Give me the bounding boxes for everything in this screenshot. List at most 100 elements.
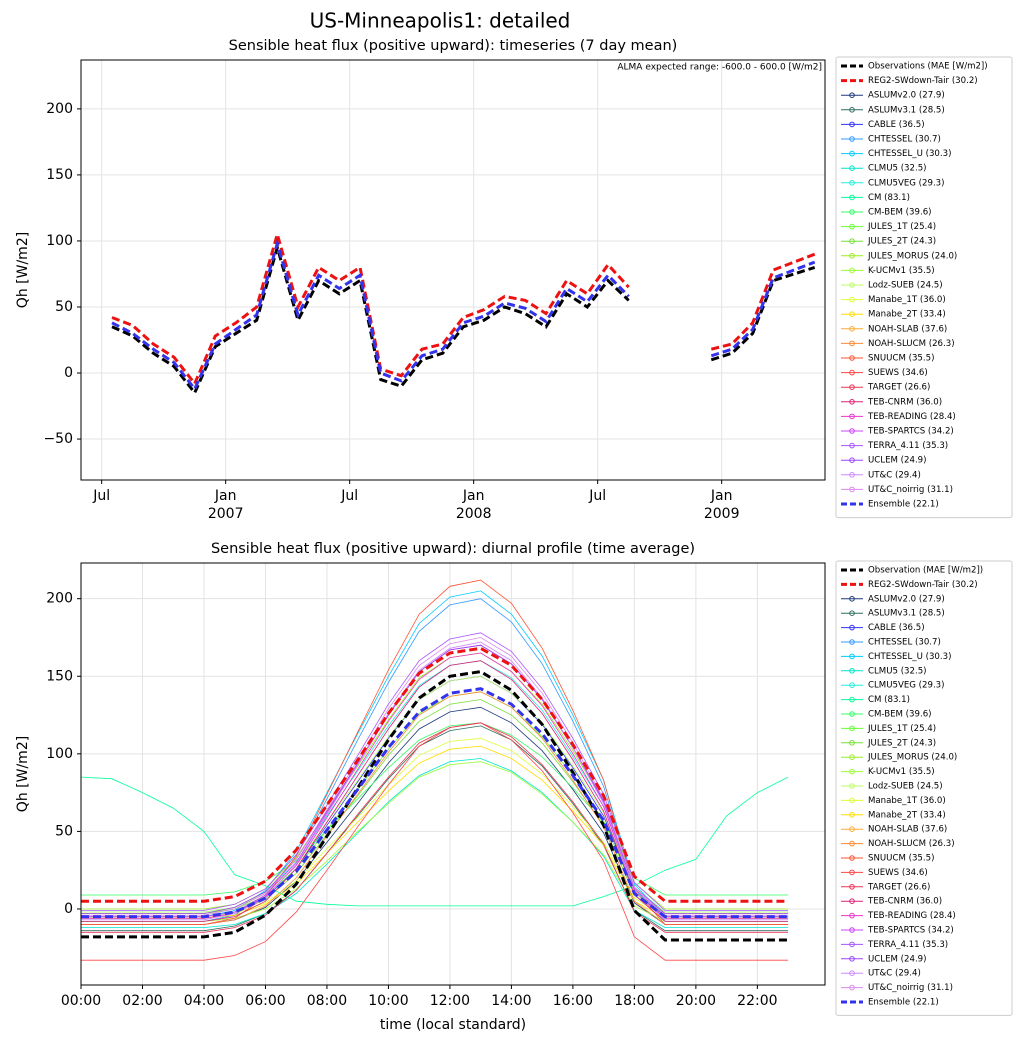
legend-label: TARGET (26.6) — [867, 882, 930, 892]
legend-label: TEB-READING (28.4) — [867, 911, 956, 921]
legend-marker — [849, 311, 855, 318]
legend-marker — [849, 457, 855, 464]
legend-label: CM-BEM (39.6) — [868, 208, 932, 218]
legend-marker — [849, 812, 855, 818]
legend-label: TERRA_4.11 (35.3) — [867, 940, 948, 950]
legend-marker — [849, 355, 855, 361]
legend-marker — [849, 668, 855, 674]
x-tick-label: Jan — [710, 488, 733, 504]
x-tick-label: 10:00 — [368, 993, 408, 1009]
legend-marker — [849, 326, 855, 332]
series-line — [81, 737, 789, 918]
y-tick-label: −50 — [43, 431, 73, 447]
legend-label: REG2-SWdown-Tair (30.2) — [868, 76, 978, 86]
legend-marker — [849, 267, 855, 274]
legend-label: ASLUMv3.1 (28.5) — [868, 105, 945, 115]
legend-label: NOAH-SLUCM (26.3) — [868, 839, 955, 849]
legend-marker — [849, 912, 855, 919]
legend-marker — [849, 927, 855, 933]
legend-marker — [849, 639, 855, 645]
y-tick-label: 0 — [64, 365, 73, 381]
legend-marker — [849, 121, 855, 128]
legend-marker — [849, 136, 855, 142]
legend-marker — [849, 194, 855, 201]
legend-marker — [849, 956, 855, 962]
legend-label: TARGET (26.6) — [867, 383, 930, 393]
legend-label: UCLEM (24.9) — [868, 954, 927, 964]
legend-label: K-UCMv1 (35.5) — [868, 767, 935, 777]
legend-marker — [849, 855, 855, 861]
legend-label: SNUUCM (35.5) — [868, 854, 934, 864]
legend-label: TEB-CNRM (36.0) — [867, 397, 942, 407]
legend-marker — [849, 384, 855, 391]
y-tick-label: 0 — [64, 901, 73, 917]
y-tick-label: 100 — [46, 746, 73, 762]
legend-marker — [849, 711, 855, 717]
x-tick-label: 18:00 — [614, 993, 654, 1009]
y-tick-label: 200 — [46, 591, 73, 607]
legend-label: ASLUMv2.0 (27.9) — [868, 594, 945, 604]
legend-label: Ensemble (22.1) — [868, 998, 939, 1008]
legend-marker — [849, 442, 855, 449]
legend-label: SUEWS (34.6) — [868, 368, 928, 378]
legend-marker — [849, 653, 855, 660]
chart-title: Sensible heat flux (positive upward): ti… — [229, 38, 678, 54]
x-tick-label: 20:00 — [676, 993, 716, 1009]
legend-label: UCLEM (24.9) — [868, 456, 927, 466]
legend-marker — [849, 970, 855, 977]
y-tick-label: 100 — [46, 233, 73, 249]
legend-label: TEB-SPARTCS (34.2) — [867, 926, 954, 936]
legend-label: NOAH-SLAB (37.6) — [868, 825, 947, 835]
legend-marker — [849, 165, 855, 171]
plot-frame — [80, 59, 826, 481]
x-tick-label: Jul — [92, 488, 110, 504]
legend-marker — [849, 610, 855, 617]
legend-marker — [849, 92, 855, 98]
x-axis-label: time (local standard) — [380, 1017, 526, 1033]
suptitle: US-Minneapolis1: detailed — [310, 9, 571, 33]
series-line — [81, 691, 789, 925]
x-tick-label: Jul — [588, 488, 606, 504]
legend-marker — [849, 898, 855, 905]
legend-label: TEB-SPARTCS (34.2) — [867, 427, 954, 437]
y-tick-label: 150 — [46, 167, 73, 183]
legend-label: CABLE (36.5) — [868, 623, 925, 633]
legend-label: JULES_MORUS (24.0) — [867, 251, 957, 261]
legend-marker — [849, 783, 855, 789]
x-tick-label: 02:00 — [122, 993, 162, 1009]
legend-marker — [849, 486, 855, 493]
x-tick-label: 04:00 — [184, 993, 224, 1009]
legend-marker — [849, 740, 855, 746]
x-tick-label: 14:00 — [491, 993, 531, 1009]
y-tick-label: 50 — [55, 823, 73, 839]
legend-marker — [849, 869, 855, 876]
legend-marker — [849, 428, 855, 434]
y-tick-label: 150 — [46, 668, 73, 684]
legend-label: Manabe_2T (33.4) — [868, 810, 946, 820]
legend-label: CABLE (36.5) — [868, 120, 925, 130]
series-line — [81, 776, 789, 907]
legend-label: JULES_MORUS (24.0) — [867, 753, 957, 763]
series-line — [81, 660, 789, 922]
series-line — [81, 660, 789, 913]
legend-label: CM-BEM (39.6) — [868, 710, 932, 720]
legend-marker — [849, 941, 855, 948]
legend-marker — [849, 826, 855, 833]
series-line — [111, 238, 816, 392]
series-line — [81, 598, 789, 922]
x-tick-label: 22:00 — [737, 993, 777, 1009]
legend-label: UT&C_noirrig (31.1) — [868, 485, 953, 495]
series-line — [81, 632, 789, 911]
x-tick-label: 08:00 — [307, 993, 347, 1009]
series-line — [111, 242, 816, 396]
legend-marker — [849, 413, 855, 420]
y-axis-label: Qh [W/m2] — [15, 736, 31, 812]
legend-marker — [849, 984, 855, 991]
legend-marker — [849, 596, 855, 602]
legend-marker — [849, 399, 855, 405]
legend-marker — [849, 209, 855, 215]
y-tick-label: 50 — [55, 299, 73, 315]
y-axis-label: Qh [W/m2] — [15, 232, 31, 308]
legend-marker — [849, 624, 855, 631]
